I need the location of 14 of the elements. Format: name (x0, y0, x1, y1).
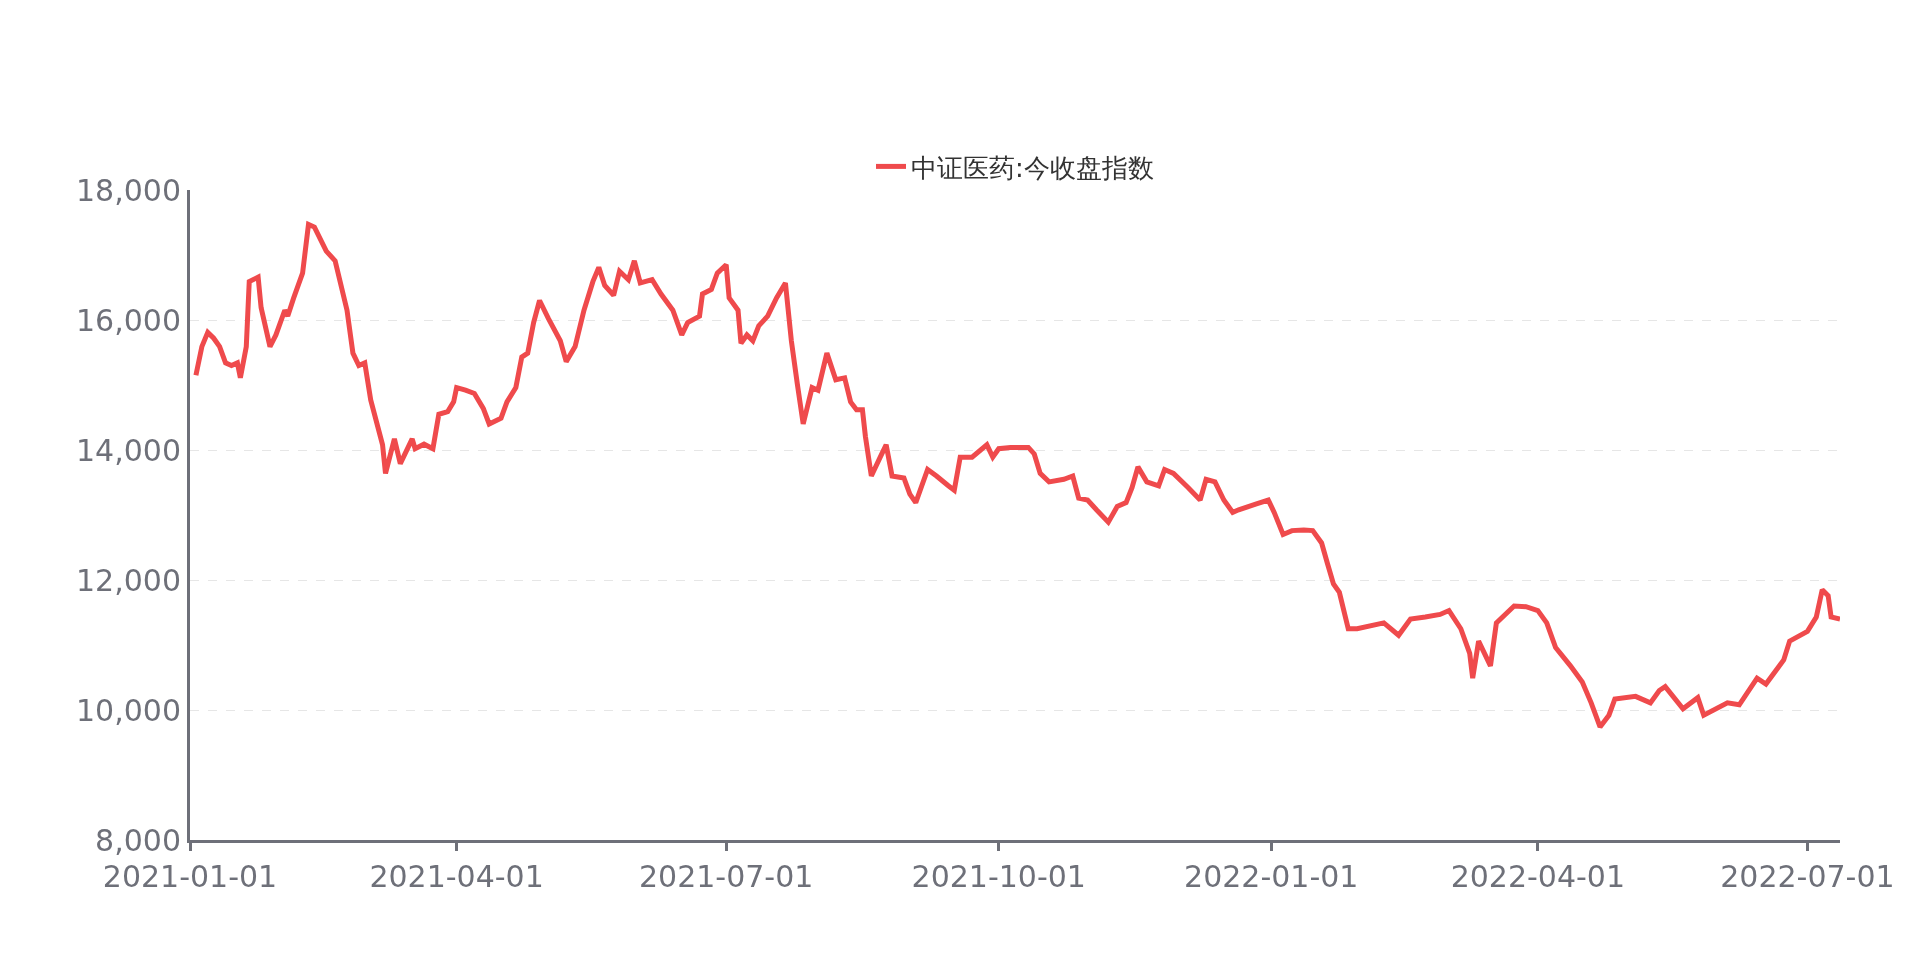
y-tick-label: 8,000 (95, 822, 181, 858)
x-tick-label: 2022-01-01 (1184, 859, 1359, 894)
y-tick-label: 14,000 (76, 432, 181, 468)
x-tick-label: 2022-07-01 (1720, 859, 1895, 894)
y-tick-label: 12,000 (76, 562, 181, 598)
x-tick-label: 2021-04-01 (369, 859, 544, 894)
x-tick-label: 2021-10-01 (911, 859, 1086, 894)
x-tick-label: 2022-04-01 (1450, 859, 1626, 894)
y-tick-label: 16,000 (76, 302, 181, 338)
y-tick-label: 18,000 (76, 172, 181, 208)
x-tick-label: 2021-07-01 (639, 859, 814, 894)
legend-label: 中证医药:今收盘指数 (911, 152, 1154, 183)
x-tick-label: 2021-01-01 (102, 859, 278, 894)
y-tick-label: 10,000 (76, 692, 181, 728)
